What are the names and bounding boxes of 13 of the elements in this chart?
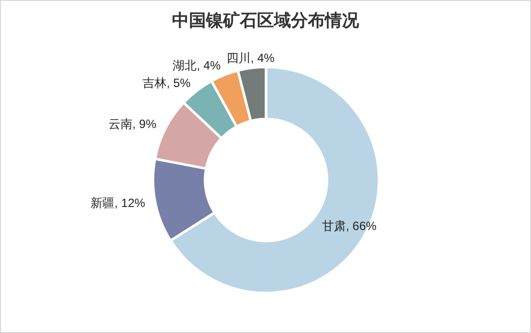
slice-label: 云南 <box>108 117 132 132</box>
slice-label: 甘肃 <box>322 218 346 233</box>
data-label: , 5% <box>166 76 191 90</box>
data-label: , 12% <box>114 196 146 210</box>
data-label: , 66% <box>346 218 377 233</box>
chart-title: 中国镍矿石区域分布情况 <box>172 11 360 30</box>
slice-label: 吉林 <box>142 76 167 90</box>
slice-label: 新疆 <box>90 196 114 210</box>
data-label: , 4% <box>250 50 275 65</box>
slice-label: 四川 <box>226 50 251 65</box>
data-label: , 4% <box>196 58 222 73</box>
data-label: , 9% <box>132 117 157 132</box>
slice-label: 湖北 <box>172 58 197 73</box>
